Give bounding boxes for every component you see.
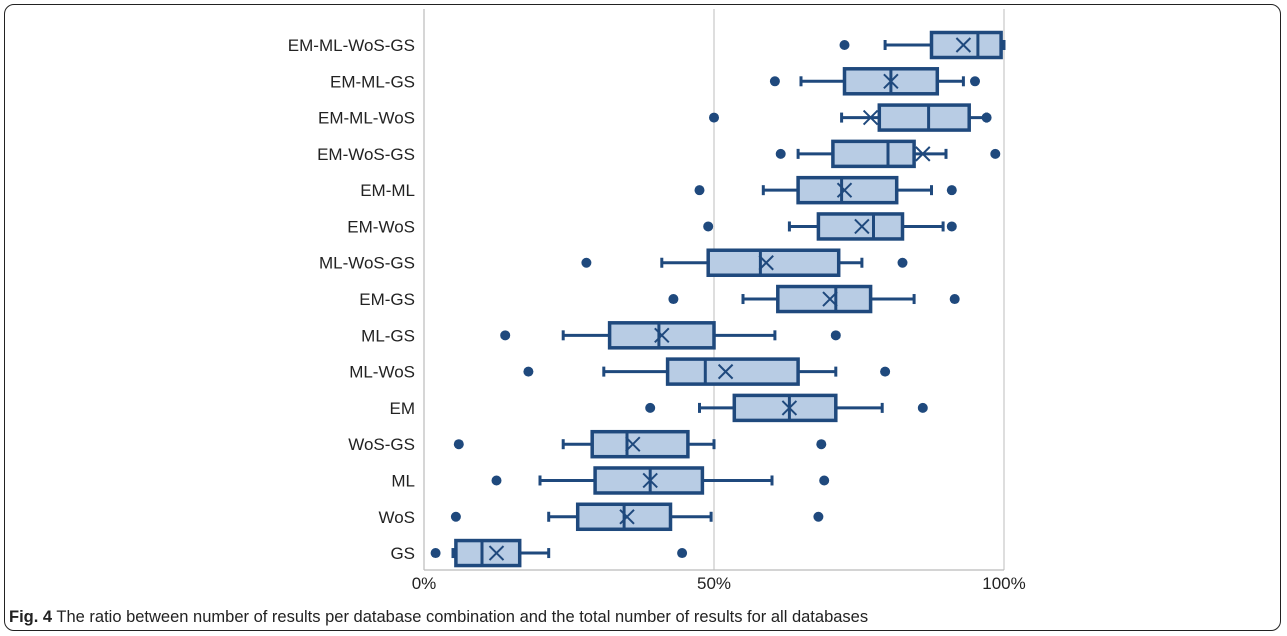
iqr-box	[877, 103, 971, 132]
category-label-0: EM-ML-WoS-GS	[288, 36, 415, 55]
outlier-point-1	[677, 548, 688, 559]
box-em-ml-wos	[709, 103, 992, 132]
category-label-12: ML	[391, 471, 415, 490]
outlier-point-0	[709, 112, 719, 123]
outlier-point-0	[453, 439, 464, 450]
x-tick-label-0: 0%	[412, 574, 437, 593]
outlier-point-1	[981, 112, 992, 123]
mean-marker-b	[836, 182, 853, 198]
caption-label: Fig. 4	[9, 608, 53, 626]
category-label-10: EM	[390, 399, 416, 418]
category-label-14: GS	[390, 544, 415, 563]
x-tick-label-1: 50%	[697, 574, 731, 593]
box-gs	[430, 538, 688, 568]
box-wos-gs	[453, 429, 827, 459]
category-label-5: EM-WoS	[347, 217, 415, 236]
box-em-ml	[694, 175, 957, 205]
mean-marker-b	[854, 218, 870, 235]
iqr-box	[706, 248, 841, 277]
category-label-13: WoS	[378, 508, 415, 527]
boxes	[430, 30, 1006, 568]
mean-marker-b	[822, 291, 838, 307]
mean-marker-b	[758, 255, 774, 271]
outlier-point-1	[946, 185, 957, 196]
outlier-point-0	[491, 475, 502, 486]
category-label-4: EM-ML	[360, 181, 415, 200]
mean-marker-b	[619, 509, 635, 525]
outlier-point-0	[769, 76, 780, 87]
outlier-point-0	[668, 294, 679, 305]
outlier-point-1	[830, 330, 841, 341]
iqr-box	[732, 393, 838, 423]
box-wos	[450, 502, 824, 532]
outlier-point-1	[990, 148, 1001, 159]
outlier-point-0	[523, 366, 534, 377]
category-label-9: ML-WoS	[349, 363, 415, 382]
outlier-point-1	[970, 76, 980, 87]
box-em-wos-gs	[775, 139, 1001, 169]
mean-marker-b	[488, 545, 505, 561]
labels: 0% 50% 100% EM-ML-WoS-GS EM-ML-GS EM-ML-WoS EM…	[288, 36, 1026, 593]
mean-marker-b	[625, 436, 641, 452]
iqr-box	[929, 30, 1003, 60]
iqr-box	[454, 538, 522, 568]
outlier-point-0	[430, 548, 441, 559]
box-em-ml-wos-gs	[839, 30, 1006, 60]
category-label-6: ML-WoS-GS	[319, 254, 415, 273]
mean-marker-b	[883, 73, 899, 89]
gridlines	[713, 9, 1005, 570]
box-em-ml-gs	[769, 67, 980, 96]
box-ml-wos	[523, 357, 891, 386]
outlier-point-0	[775, 148, 786, 159]
category-label-8: ML-GS	[361, 326, 415, 345]
mean-marker-b	[915, 146, 931, 162]
outlier-point-1	[816, 439, 827, 450]
box-ml-wos-gs	[581, 248, 908, 277]
outlier-point-1	[946, 221, 957, 232]
axes	[423, 9, 1004, 571]
outlier-point-1	[917, 402, 928, 413]
outlier-point-1	[880, 366, 891, 377]
x-tick-label-2: 100%	[982, 574, 1025, 593]
iqr-box	[776, 284, 873, 314]
category-label-1: EM-ML-GS	[330, 72, 415, 91]
outlier-point-0	[703, 221, 714, 232]
outlier-point-0	[581, 257, 592, 268]
mean-marker-b	[955, 37, 972, 53]
iqr-box	[665, 357, 800, 386]
caption-text: The ratio between number of results per …	[52, 608, 869, 626]
outlier-point-0	[500, 330, 511, 341]
box-em	[645, 393, 928, 423]
mean-marker-b	[717, 363, 734, 380]
outlier-point-1	[819, 475, 830, 486]
outlier-point-1	[897, 257, 908, 268]
box-em-gs	[668, 284, 960, 314]
category-label-7: EM-GS	[359, 290, 415, 309]
outlier-point-0	[450, 511, 461, 522]
mean-marker-b	[642, 472, 658, 489]
outlier-point-1	[813, 511, 824, 522]
category-label-3: EM-WoS-GS	[317, 145, 415, 164]
mean-marker-b	[862, 109, 879, 126]
outlier-point-0	[694, 185, 705, 196]
outlier-point-0	[645, 402, 656, 413]
figure-caption: Fig. 4 The ratio between number of resul…	[9, 608, 868, 627]
iqr-box	[607, 321, 716, 350]
mean-marker-b	[781, 400, 798, 416]
iqr-box	[796, 175, 899, 205]
outlier-point-1	[949, 294, 960, 305]
iqr-box	[831, 139, 916, 169]
category-label-2: EM-ML-WoS	[318, 109, 415, 128]
box-em-wos	[703, 212, 957, 241]
box-ml-gs	[500, 321, 841, 350]
box-ml	[491, 466, 830, 495]
category-label-11: WoS-GS	[348, 435, 415, 454]
iqr-box	[816, 212, 905, 241]
outlier-point-0	[839, 40, 850, 50]
mean-marker-b	[654, 327, 670, 344]
iqr-box	[590, 429, 690, 459]
